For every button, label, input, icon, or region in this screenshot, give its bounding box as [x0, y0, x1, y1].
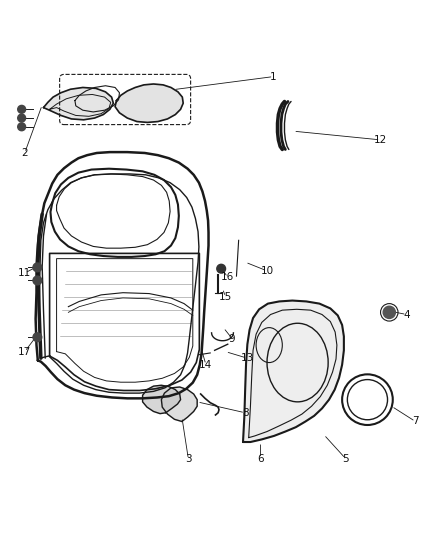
Circle shape [18, 106, 25, 113]
Text: 3: 3 [185, 455, 192, 464]
Text: 6: 6 [257, 454, 264, 464]
Circle shape [33, 263, 42, 272]
Polygon shape [243, 301, 344, 442]
Circle shape [33, 333, 42, 342]
Circle shape [33, 276, 42, 285]
Text: 1: 1 [270, 71, 277, 82]
Text: 13: 13 [241, 353, 254, 363]
Text: 15: 15 [219, 292, 232, 302]
Text: 8: 8 [242, 408, 248, 418]
Text: 17: 17 [18, 346, 32, 357]
Polygon shape [143, 385, 180, 414]
Circle shape [18, 114, 25, 122]
Circle shape [217, 264, 226, 273]
Text: 5: 5 [343, 454, 349, 464]
Text: 9: 9 [229, 334, 235, 344]
Polygon shape [43, 87, 113, 120]
Circle shape [383, 306, 396, 318]
Polygon shape [115, 84, 183, 123]
Text: 2: 2 [21, 148, 28, 158]
Text: 16: 16 [221, 272, 234, 282]
Text: 12: 12 [374, 135, 387, 145]
Polygon shape [161, 387, 197, 422]
Circle shape [18, 123, 25, 131]
Text: 4: 4 [403, 310, 410, 319]
Text: 14: 14 [199, 360, 212, 370]
Text: 7: 7 [412, 416, 419, 426]
Text: 11: 11 [18, 268, 32, 278]
Text: 10: 10 [261, 266, 274, 276]
